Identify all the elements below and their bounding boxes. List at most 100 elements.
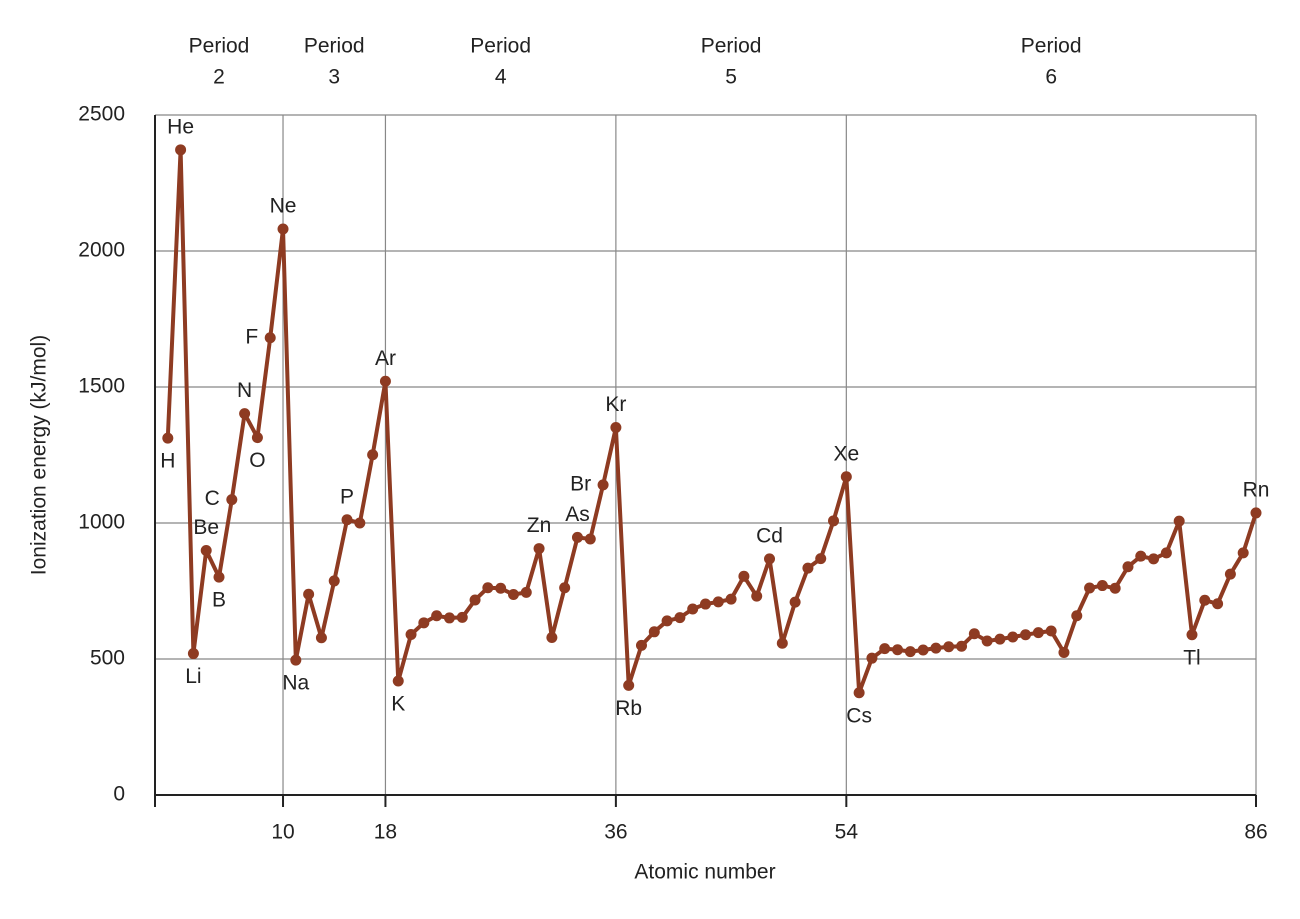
point-label: Xe [833, 442, 859, 465]
data-point [251, 432, 263, 444]
data-point [443, 612, 455, 624]
data-point [738, 570, 750, 582]
y-tick-label: 1500 [78, 375, 125, 398]
data-point [1199, 594, 1211, 606]
point-label: Cs [846, 704, 872, 727]
period-label: 4 [495, 66, 507, 89]
data-point [623, 679, 635, 691]
point-label: He [167, 115, 194, 138]
period-label: 3 [328, 66, 340, 89]
y-tick-label: 1000 [78, 511, 125, 534]
period-label: Period [701, 35, 762, 58]
y-tick-label: 500 [90, 647, 125, 670]
data-point [559, 582, 571, 594]
data-point [520, 586, 532, 598]
data-point [725, 593, 737, 605]
data-point [840, 471, 852, 483]
y-tick-label: 0 [113, 783, 125, 806]
data-point [1237, 547, 1249, 559]
point-label: As [565, 503, 590, 526]
data-point [546, 632, 558, 644]
data-point [994, 633, 1006, 645]
data-point [1058, 646, 1070, 658]
point-label: C [205, 487, 220, 510]
data-point [187, 648, 199, 660]
data-point [533, 543, 545, 555]
data-point [764, 553, 776, 565]
data-point [482, 582, 494, 594]
data-point [687, 603, 699, 615]
point-label: Na [282, 672, 309, 695]
data-point [610, 422, 622, 434]
data-point [303, 588, 315, 600]
data-point [341, 514, 353, 526]
data-point [328, 575, 340, 587]
data-point [469, 594, 481, 606]
series-line [165, 147, 1258, 695]
point-label: Rn [1243, 478, 1270, 501]
data-point [495, 582, 507, 594]
y-axis-title: Ionization energy (kJ/mol) [28, 335, 51, 575]
data-point [661, 615, 673, 627]
data-point [264, 332, 276, 344]
data-point [1122, 561, 1134, 573]
data-point [277, 223, 289, 235]
period-label: Period [304, 35, 365, 58]
data-point [1173, 515, 1185, 527]
data-point [1071, 610, 1083, 622]
data-point [571, 531, 583, 543]
data-point [392, 675, 404, 687]
data-point [1148, 553, 1160, 565]
data-point [1020, 629, 1032, 641]
period-label: 5 [725, 66, 737, 89]
period-label: Period [189, 35, 250, 58]
point-label: Ar [375, 347, 396, 370]
data-point [1160, 547, 1172, 559]
period-label: 6 [1045, 66, 1057, 89]
data-point [700, 598, 711, 610]
data-point [290, 654, 302, 666]
data-point [1135, 550, 1147, 562]
point-label: Rb [615, 697, 642, 720]
data-point [597, 479, 609, 491]
point-label: B [212, 589, 226, 612]
data-point [828, 515, 840, 527]
data-point [367, 449, 379, 461]
x-tick-label: 10 [271, 821, 294, 844]
period-label: Period [1021, 35, 1082, 58]
data-point [1007, 631, 1019, 643]
data-point [1224, 568, 1236, 580]
point-label: K [391, 693, 405, 716]
data-point [456, 611, 468, 623]
point-label: P [340, 485, 354, 508]
point-label: Zn [527, 514, 552, 537]
data-point [917, 644, 929, 656]
data-point [1045, 625, 1057, 637]
data-point [1109, 582, 1121, 594]
data-point [776, 637, 788, 649]
point-label: Cd [756, 524, 783, 547]
data-point [981, 635, 993, 647]
x-tick-label: 86 [1244, 821, 1267, 844]
data-point [379, 375, 391, 387]
data-point [405, 629, 417, 641]
data-point [226, 494, 238, 506]
data-point [930, 642, 942, 654]
data-point [968, 628, 980, 640]
point-label: Be [193, 516, 219, 539]
data-point [1186, 629, 1198, 641]
data-point [1084, 582, 1096, 594]
point-label: Tl [1183, 646, 1201, 669]
data-point [162, 432, 174, 444]
data-point [431, 610, 443, 622]
x-tick-label: 18 [374, 821, 397, 844]
point-label: N [237, 379, 252, 402]
data-point [584, 533, 596, 545]
data-point [789, 596, 801, 608]
data-point [200, 544, 212, 556]
data-point [213, 571, 225, 583]
data-point [315, 632, 327, 644]
data-point [866, 652, 878, 664]
point-label: Ne [270, 195, 297, 218]
